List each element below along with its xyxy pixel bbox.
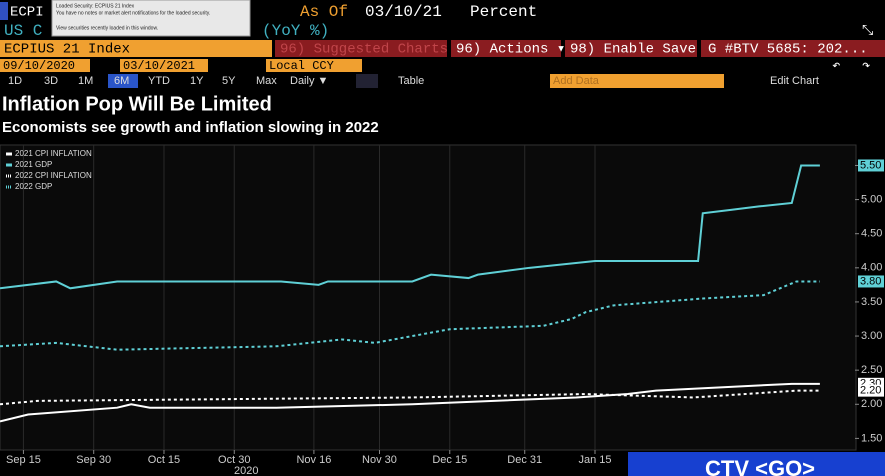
period-button[interactable]: Max bbox=[256, 75, 277, 87]
button-label: G #BTV 5685: 202... bbox=[708, 42, 868, 58]
y-tick-label: 3.50 bbox=[861, 296, 882, 308]
period-button[interactable]: YTD bbox=[148, 75, 170, 87]
legend-label: 2022 CPI INFLATION bbox=[15, 171, 92, 180]
currency-field[interactable] bbox=[266, 59, 362, 72]
button[interactable] bbox=[565, 40, 697, 57]
series-line bbox=[0, 382, 820, 423]
add-data-field[interactable] bbox=[550, 74, 724, 88]
date-field[interactable] bbox=[0, 59, 90, 72]
x-tick-label: Sep 30 bbox=[76, 454, 111, 466]
chart-title: Inflation Pop Will Be Limited bbox=[2, 93, 272, 115]
collapse-icon[interactable]: ⤡ bbox=[862, 24, 873, 40]
period-button[interactable]: 1M bbox=[78, 75, 93, 87]
series-line bbox=[0, 164, 820, 290]
button-label: 96) Suggested Charts bbox=[280, 42, 448, 58]
start-date: 09/10/2020 bbox=[3, 59, 75, 73]
y-tick-label: 4.50 bbox=[861, 228, 882, 240]
period-button[interactable]: 6M bbox=[114, 75, 129, 87]
legend-label: 2021 GDP bbox=[15, 160, 52, 169]
date-field[interactable] bbox=[120, 59, 208, 72]
period-bar: 1D 3D 1M 6M YTD 1Y 5Y Max bbox=[8, 74, 277, 88]
x-year-label: 2020 bbox=[234, 465, 258, 476]
units: Percent bbox=[470, 3, 537, 21]
button-label: 98) Enable Save bbox=[570, 42, 696, 58]
legend-label: 2021 CPI INFLATION bbox=[15, 149, 92, 158]
currency: Local CCY bbox=[269, 59, 334, 73]
legend-label: 2022 GDP bbox=[15, 182, 52, 191]
x-tick-label: Oct 30 bbox=[218, 454, 250, 466]
tooltip bbox=[51, 0, 251, 37]
tooltip-line: View securities recently loaded in this … bbox=[56, 25, 158, 31]
value-label-box bbox=[858, 384, 884, 397]
x-tick-label: Dec 15 bbox=[432, 454, 467, 466]
tooltip-line: Loaded Security: ECPIUS 21 Index bbox=[56, 3, 135, 9]
frequency[interactable]: Daily ▼ bbox=[290, 75, 328, 87]
as-of: As Of bbox=[300, 3, 348, 21]
period-selected bbox=[108, 74, 138, 88]
ctv-banner[interactable] bbox=[628, 452, 885, 476]
value-label-box bbox=[858, 159, 884, 172]
ticker-field[interactable] bbox=[0, 40, 272, 57]
as-of-date: 03/10/21 bbox=[365, 3, 442, 21]
value-label-box bbox=[858, 275, 884, 288]
y-tick-label: 5.00 bbox=[861, 193, 882, 205]
y-tick-label: 2.00 bbox=[861, 398, 882, 410]
button[interactable] bbox=[701, 40, 885, 57]
y-tick-label: 2.50 bbox=[861, 364, 882, 376]
ctv-label: CTV <GO> bbox=[705, 456, 815, 476]
add-data: Add Data bbox=[553, 75, 600, 87]
header-marker bbox=[0, 2, 8, 20]
table-button[interactable]: Table bbox=[398, 75, 424, 87]
period-button[interactable]: 5Y bbox=[222, 75, 236, 87]
redo-icon[interactable]: ↷ bbox=[862, 59, 871, 75]
y-tick-label: 3.00 bbox=[861, 330, 882, 342]
chart-icon[interactable] bbox=[356, 74, 378, 88]
y-tick-label: 1.50 bbox=[861, 432, 882, 444]
end-date: 03/10/2021 bbox=[123, 59, 195, 73]
button-label: 96) Actions ▾ bbox=[456, 42, 565, 58]
x-tick-label: Dec 31 bbox=[507, 454, 542, 466]
button[interactable] bbox=[275, 40, 447, 57]
button[interactable] bbox=[451, 40, 561, 57]
value-label: 2.20 bbox=[860, 385, 881, 397]
x-tick-label: Nov 16 bbox=[296, 454, 331, 466]
y-tick-label: 4.00 bbox=[861, 262, 882, 274]
chart-subtitle: Economists see growth and inflation slow… bbox=[2, 119, 379, 136]
plot: Sep 15 Sep 30 Oct 15 Oct 30 Nov 16 Nov 30 Dec … bbox=[0, 144, 884, 476]
x-tick-label: Jan 15 bbox=[578, 454, 611, 466]
header-subtitle-end: (YoY %) bbox=[262, 22, 329, 40]
x-tick-label: Sep 15 bbox=[6, 454, 41, 466]
series-line bbox=[0, 280, 820, 351]
undo-icon[interactable]: ↶ bbox=[832, 59, 840, 75]
edit-chart[interactable]: Edit Chart bbox=[770, 75, 819, 87]
ticker: ECPIUS 21 Index bbox=[4, 42, 130, 58]
value-label: 3.80 bbox=[860, 275, 881, 287]
period-button[interactable]: 1D bbox=[8, 75, 22, 87]
value-label: 5.50 bbox=[860, 159, 881, 171]
period-button[interactable]: 1Y bbox=[190, 75, 204, 87]
plot-area bbox=[0, 144, 857, 451]
x-tick-label: Oct 15 bbox=[148, 454, 180, 466]
period-button[interactable]: 3D bbox=[44, 75, 58, 87]
security: ECPI bbox=[10, 5, 44, 21]
header-subtitle: US C bbox=[4, 22, 42, 40]
tooltip-line: You have no notes or market alert notifi… bbox=[56, 10, 210, 16]
x-tick-label: Nov 30 bbox=[362, 454, 397, 466]
series-line bbox=[0, 389, 820, 406]
